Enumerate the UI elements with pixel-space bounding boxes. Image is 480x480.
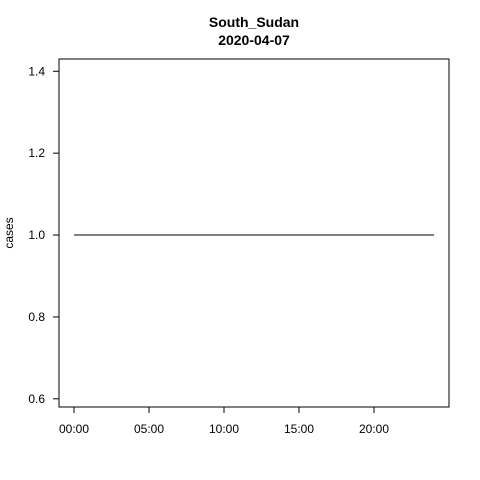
x-tick-label: 20:00 <box>359 422 389 436</box>
y-tick-label: 1.2 <box>28 146 45 160</box>
y-tick-label: 1.4 <box>28 64 45 78</box>
chart-title: South_Sudan <box>209 14 299 30</box>
y-axis-label: cases <box>2 217 16 248</box>
y-tick-label: 0.8 <box>28 310 45 324</box>
x-tick-label: 10:00 <box>209 422 239 436</box>
x-tick-label: 05:00 <box>134 422 164 436</box>
chart-subtitle: 2020-04-07 <box>218 32 290 48</box>
x-tick-label: 00:00 <box>59 422 89 436</box>
x-axis: 00:00 05:00 10:00 15:00 20:00 <box>59 406 389 436</box>
y-tick-label: 0.6 <box>28 392 45 406</box>
plot-frame <box>58 58 450 408</box>
y-axis: 0.6 0.8 1.0 1.2 1.4 <box>28 64 60 406</box>
x-tick-label: 15:00 <box>284 422 314 436</box>
y-tick-label: 1.0 <box>28 228 45 242</box>
